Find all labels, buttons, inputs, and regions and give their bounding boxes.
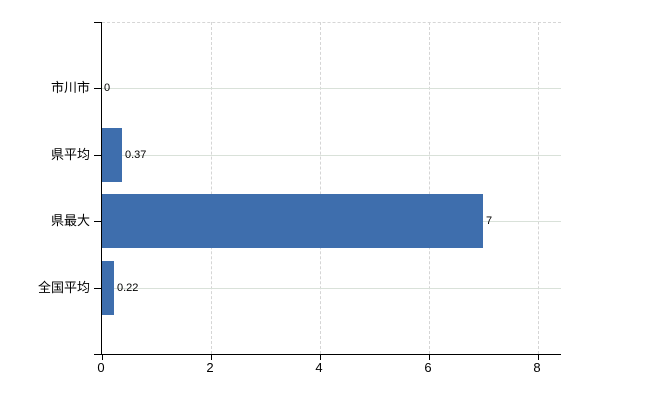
y-axis-tick	[94, 288, 101, 289]
bar	[102, 194, 483, 248]
x-tick-label: 6	[424, 360, 432, 375]
plot-top-border	[102, 22, 561, 23]
category-gridline	[102, 155, 561, 156]
x-gridline	[320, 22, 321, 354]
x-axis-tick	[538, 355, 539, 360]
bar-value-label: 0	[104, 82, 111, 94]
bar	[102, 128, 122, 182]
x-axis-tick	[211, 355, 212, 360]
x-axis-tick	[102, 355, 103, 360]
x-tick-label: 2	[206, 360, 214, 375]
x-tick-label: 0	[97, 360, 105, 375]
category-label: 市川市	[50, 80, 90, 95]
category-label: 県最大	[50, 213, 90, 228]
x-tick-label: 4	[315, 360, 323, 375]
x-gridline	[211, 22, 212, 354]
y-axis-tick	[94, 221, 101, 222]
y-axis-tick	[94, 88, 101, 89]
x-tick-label: 8	[533, 360, 541, 375]
x-gridline	[538, 22, 539, 354]
bar	[102, 261, 114, 315]
bar-value-label: 7	[486, 215, 493, 227]
category-label: 県平均	[50, 147, 90, 162]
y-axis-tick	[94, 354, 101, 355]
category-gridline	[102, 288, 561, 289]
x-axis-tick	[320, 355, 321, 360]
bar-value-label: 0.22	[117, 282, 139, 294]
x-axis-tick	[429, 355, 430, 360]
category-label: 全国平均	[37, 280, 90, 295]
category-gridline	[102, 88, 561, 89]
y-axis-tick	[94, 155, 101, 156]
x-gridline	[429, 22, 430, 354]
bar-value-label: 0.37	[125, 149, 147, 161]
y-axis-tick	[94, 22, 101, 23]
plot-area: 0 0.37 7 0.22	[94, 22, 561, 360]
